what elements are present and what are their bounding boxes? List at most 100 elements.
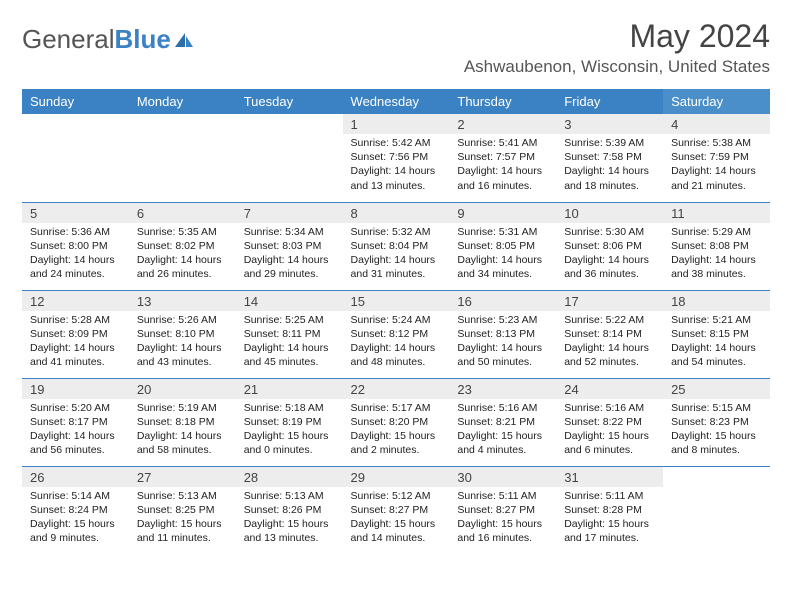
day-number: 16 xyxy=(449,291,556,311)
day-details: Sunrise: 5:22 AMSunset: 8:14 PMDaylight:… xyxy=(556,311,663,376)
sunrise-line: Sunrise: 5:14 AM xyxy=(30,489,121,503)
day-cell: 10Sunrise: 5:30 AMSunset: 8:06 PMDayligh… xyxy=(556,202,663,290)
day-details: Sunrise: 5:17 AMSunset: 8:20 PMDaylight:… xyxy=(343,399,450,464)
sunrise-line: Sunrise: 5:30 AM xyxy=(564,225,655,239)
day-number: 1 xyxy=(343,114,450,134)
sunrise-line: Sunrise: 5:32 AM xyxy=(351,225,442,239)
day-cell: 28Sunrise: 5:13 AMSunset: 8:26 PMDayligh… xyxy=(236,466,343,554)
sunset-line: Sunset: 7:59 PM xyxy=(671,150,762,164)
day-cell: 25Sunrise: 5:15 AMSunset: 8:23 PMDayligh… xyxy=(663,378,770,466)
sunset-line: Sunset: 8:20 PM xyxy=(351,415,442,429)
sunset-line: Sunset: 8:18 PM xyxy=(137,415,228,429)
daylight-line: Daylight: 14 hours and 13 minutes. xyxy=(351,164,442,192)
day-cell: 20Sunrise: 5:19 AMSunset: 8:18 PMDayligh… xyxy=(129,378,236,466)
sunrise-line: Sunrise: 5:25 AM xyxy=(244,313,335,327)
sunrise-line: Sunrise: 5:13 AM xyxy=(244,489,335,503)
daylight-line: Daylight: 15 hours and 14 minutes. xyxy=(351,517,442,545)
day-number: 27 xyxy=(129,467,236,487)
day-cell xyxy=(663,466,770,554)
day-number-empty xyxy=(22,114,129,134)
day-cell: 29Sunrise: 5:12 AMSunset: 8:27 PMDayligh… xyxy=(343,466,450,554)
day-number: 30 xyxy=(449,467,556,487)
sunrise-line: Sunrise: 5:38 AM xyxy=(671,136,762,150)
day-number: 9 xyxy=(449,203,556,223)
sunrise-line: Sunrise: 5:22 AM xyxy=(564,313,655,327)
day-number: 19 xyxy=(22,379,129,399)
day-details: Sunrise: 5:32 AMSunset: 8:04 PMDaylight:… xyxy=(343,223,450,288)
week-row: 19Sunrise: 5:20 AMSunset: 8:17 PMDayligh… xyxy=(22,378,770,466)
day-details: Sunrise: 5:16 AMSunset: 8:22 PMDaylight:… xyxy=(556,399,663,464)
day-number: 23 xyxy=(449,379,556,399)
header: GeneralBlue May 2024 Ashwaubenon, Wiscon… xyxy=(22,18,770,85)
day-number: 15 xyxy=(343,291,450,311)
sunrise-line: Sunrise: 5:21 AM xyxy=(671,313,762,327)
sunrise-line: Sunrise: 5:36 AM xyxy=(30,225,121,239)
day-details: Sunrise: 5:38 AMSunset: 7:59 PMDaylight:… xyxy=(663,134,770,199)
day-details: Sunrise: 5:30 AMSunset: 8:06 PMDaylight:… xyxy=(556,223,663,288)
sunset-line: Sunset: 8:21 PM xyxy=(457,415,548,429)
sunset-line: Sunset: 8:17 PM xyxy=(30,415,121,429)
day-cell: 6Sunrise: 5:35 AMSunset: 8:02 PMDaylight… xyxy=(129,202,236,290)
sunrise-line: Sunrise: 5:42 AM xyxy=(351,136,442,150)
day-number: 10 xyxy=(556,203,663,223)
daylight-line: Daylight: 14 hours and 56 minutes. xyxy=(30,429,121,457)
day-cell: 9Sunrise: 5:31 AMSunset: 8:05 PMDaylight… xyxy=(449,202,556,290)
sunrise-line: Sunrise: 5:15 AM xyxy=(671,401,762,415)
day-header-saturday: Saturday xyxy=(663,89,770,114)
sunset-line: Sunset: 8:05 PM xyxy=(457,239,548,253)
day-details: Sunrise: 5:11 AMSunset: 8:27 PMDaylight:… xyxy=(449,487,556,552)
sunset-line: Sunset: 8:03 PM xyxy=(244,239,335,253)
logo-text-blue: Blue xyxy=(115,24,171,54)
logo-text: GeneralBlue xyxy=(22,24,171,55)
day-cell: 30Sunrise: 5:11 AMSunset: 8:27 PMDayligh… xyxy=(449,466,556,554)
daylight-line: Daylight: 14 hours and 36 minutes. xyxy=(564,253,655,281)
sunset-line: Sunset: 8:25 PM xyxy=(137,503,228,517)
sunrise-line: Sunrise: 5:31 AM xyxy=(457,225,548,239)
day-cell: 26Sunrise: 5:14 AMSunset: 8:24 PMDayligh… xyxy=(22,466,129,554)
day-header-tuesday: Tuesday xyxy=(236,89,343,114)
day-details: Sunrise: 5:16 AMSunset: 8:21 PMDaylight:… xyxy=(449,399,556,464)
day-header-monday: Monday xyxy=(129,89,236,114)
sunrise-line: Sunrise: 5:13 AM xyxy=(137,489,228,503)
day-cell: 21Sunrise: 5:18 AMSunset: 8:19 PMDayligh… xyxy=(236,378,343,466)
daylight-line: Daylight: 14 hours and 45 minutes. xyxy=(244,341,335,369)
day-details: Sunrise: 5:24 AMSunset: 8:12 PMDaylight:… xyxy=(343,311,450,376)
day-number: 24 xyxy=(556,379,663,399)
day-details: Sunrise: 5:29 AMSunset: 8:08 PMDaylight:… xyxy=(663,223,770,288)
week-row: 26Sunrise: 5:14 AMSunset: 8:24 PMDayligh… xyxy=(22,466,770,554)
calendar-body: 1Sunrise: 5:42 AMSunset: 7:56 PMDaylight… xyxy=(22,114,770,554)
day-number: 21 xyxy=(236,379,343,399)
daylight-line: Daylight: 14 hours and 18 minutes. xyxy=(564,164,655,192)
day-details: Sunrise: 5:21 AMSunset: 8:15 PMDaylight:… xyxy=(663,311,770,376)
day-details: Sunrise: 5:23 AMSunset: 8:13 PMDaylight:… xyxy=(449,311,556,376)
day-number: 12 xyxy=(22,291,129,311)
title-block: May 2024 Ashwaubenon, Wisconsin, United … xyxy=(464,18,770,85)
daylight-line: Daylight: 15 hours and 9 minutes. xyxy=(30,517,121,545)
sunset-line: Sunset: 8:27 PM xyxy=(457,503,548,517)
day-cell: 13Sunrise: 5:26 AMSunset: 8:10 PMDayligh… xyxy=(129,290,236,378)
day-cell: 3Sunrise: 5:39 AMSunset: 7:58 PMDaylight… xyxy=(556,114,663,202)
day-cell: 11Sunrise: 5:29 AMSunset: 8:08 PMDayligh… xyxy=(663,202,770,290)
day-details: Sunrise: 5:39 AMSunset: 7:58 PMDaylight:… xyxy=(556,134,663,199)
day-cell: 19Sunrise: 5:20 AMSunset: 8:17 PMDayligh… xyxy=(22,378,129,466)
day-cell: 27Sunrise: 5:13 AMSunset: 8:25 PMDayligh… xyxy=(129,466,236,554)
day-number-empty xyxy=(129,114,236,134)
sunset-line: Sunset: 8:06 PM xyxy=(564,239,655,253)
day-number: 14 xyxy=(236,291,343,311)
month-title: May 2024 xyxy=(464,18,770,55)
sunset-line: Sunset: 8:19 PM xyxy=(244,415,335,429)
day-details: Sunrise: 5:36 AMSunset: 8:00 PMDaylight:… xyxy=(22,223,129,288)
day-details: Sunrise: 5:20 AMSunset: 8:17 PMDaylight:… xyxy=(22,399,129,464)
sunrise-line: Sunrise: 5:28 AM xyxy=(30,313,121,327)
day-number: 6 xyxy=(129,203,236,223)
day-number: 22 xyxy=(343,379,450,399)
sunset-line: Sunset: 8:24 PM xyxy=(30,503,121,517)
sunset-line: Sunset: 8:28 PM xyxy=(564,503,655,517)
day-details: Sunrise: 5:31 AMSunset: 8:05 PMDaylight:… xyxy=(449,223,556,288)
day-number: 25 xyxy=(663,379,770,399)
daylight-line: Daylight: 15 hours and 4 minutes. xyxy=(457,429,548,457)
day-number: 5 xyxy=(22,203,129,223)
sunrise-line: Sunrise: 5:19 AM xyxy=(137,401,228,415)
daylight-line: Daylight: 15 hours and 2 minutes. xyxy=(351,429,442,457)
day-number: 11 xyxy=(663,203,770,223)
